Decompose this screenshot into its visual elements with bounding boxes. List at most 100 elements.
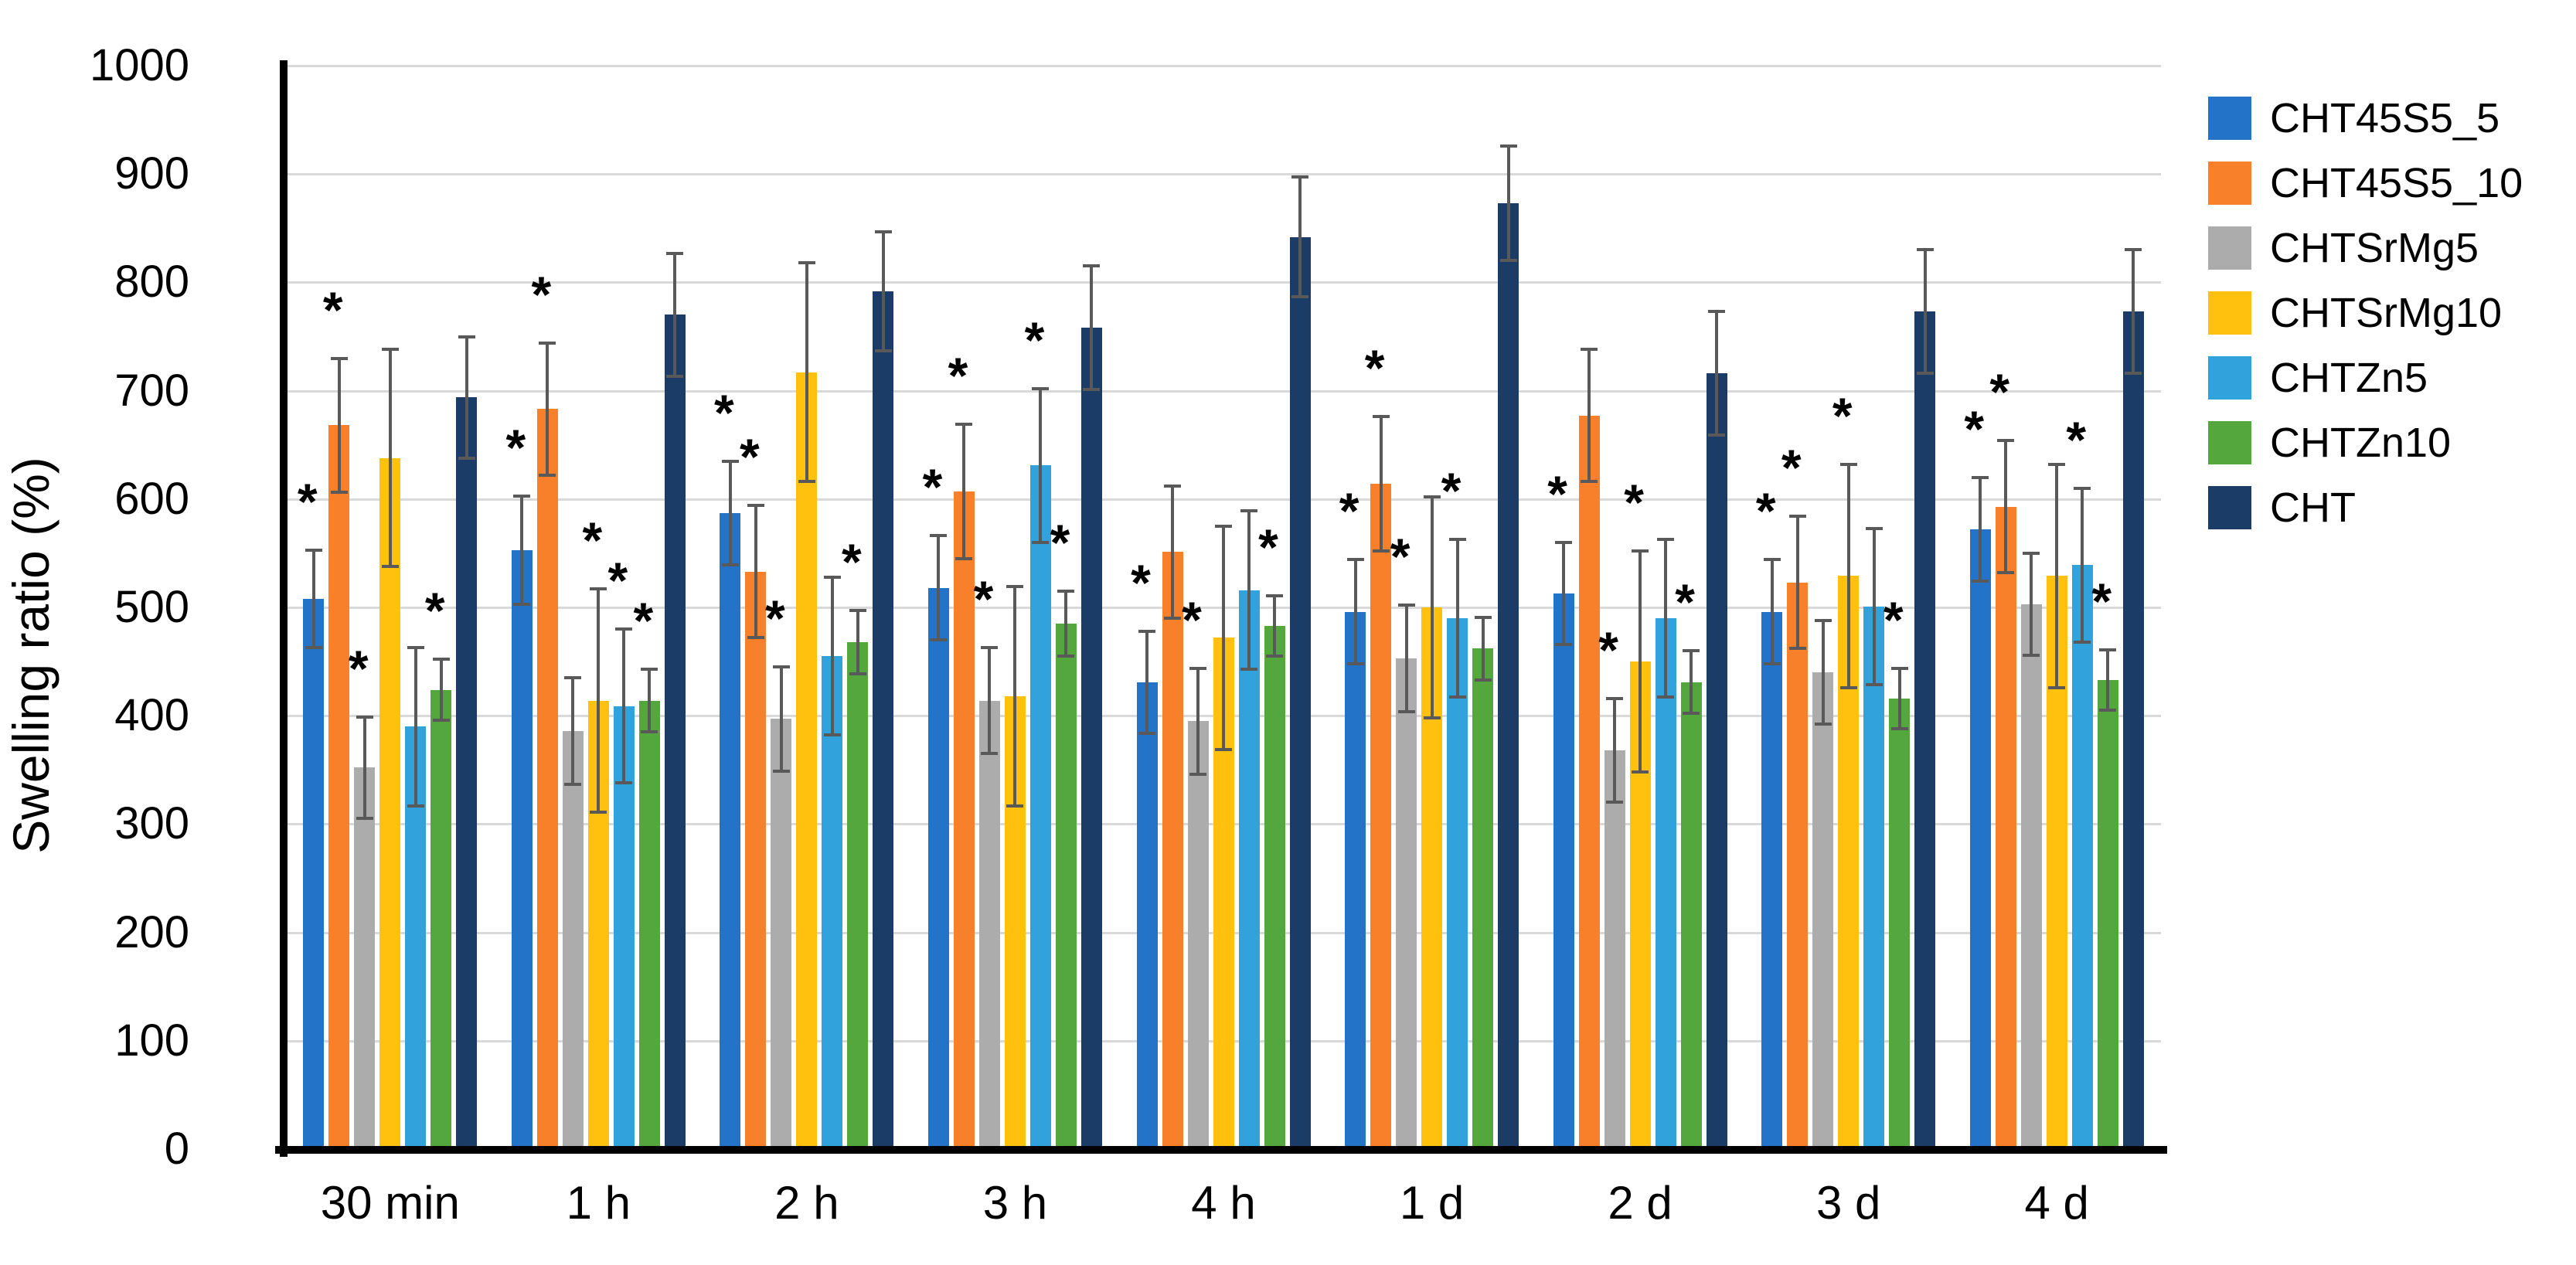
gridline-600 [286, 498, 2161, 501]
error-cap-bottom [1814, 723, 1832, 726]
bar-CHTZn5-4h [1238, 590, 1260, 1149]
error-cap-bottom [1916, 372, 1934, 376]
error-bar-CHTSrMg10-2d [1638, 551, 1642, 773]
error-bar-CHT45S5_5-30min [311, 549, 315, 648]
error-cap-top [1266, 593, 1283, 597]
gridline-900 [286, 173, 2161, 176]
legend-label-CHTSrMg10: CHTSrMg10 [2270, 290, 2503, 336]
error-bar-CHTSrMg10-4d [2055, 464, 2059, 688]
error-bar-CHT-2d [1715, 311, 1719, 436]
y-tick-label-700: 700 [114, 365, 189, 416]
x-category-label-1h: 1 h [566, 1177, 631, 1229]
error-cap-top [1997, 439, 2015, 443]
error-bar-CHTSrMg5-1d [1404, 605, 1408, 712]
error-cap-top [1865, 526, 1883, 530]
error-cap-top [1346, 558, 1364, 562]
error-bar-CHTZn5-4d [2081, 488, 2084, 642]
error-cap-top [1763, 558, 1781, 562]
bar-CHTZn5-3h [1029, 465, 1051, 1149]
error-cap-bottom [2048, 685, 2066, 689]
significance-star-CHT45S5_5-2d: * [1547, 464, 1567, 522]
bar-CHT45S5_10-3h [953, 491, 975, 1149]
error-cap-top [407, 645, 424, 649]
error-cap-bottom [849, 672, 866, 675]
error-cap-bottom [458, 456, 475, 460]
error-bar-CHT45S5_5-3d [1770, 559, 1774, 664]
error-cap-top [1397, 604, 1415, 607]
error-cap-bottom [1448, 695, 1466, 699]
error-bar-CHTZn10-4d [2106, 649, 2110, 711]
legend-label-CHTZn5: CHTZn5 [2270, 355, 2428, 401]
bar-CHT45S5_5-1d [1345, 611, 1366, 1149]
error-bar-CHTZn5-4h [1247, 511, 1251, 669]
error-bar-CHT45S5_10-4d [2004, 440, 2008, 573]
error-bar-CHTZn5-3d [1872, 528, 1876, 685]
error-cap-bottom [721, 563, 739, 567]
error-cap-bottom [1266, 655, 1283, 658]
error-cap-top [564, 676, 582, 680]
bar-CHTZn10-2d [1680, 682, 1702, 1149]
bar-CHTZn10-30min [430, 689, 452, 1149]
error-cap-bottom [1006, 804, 1024, 808]
error-cap-bottom [615, 781, 633, 785]
significance-star-CHTZn5-4d: * [2066, 410, 2087, 468]
error-cap-bottom [823, 733, 841, 737]
bar-CHT-2h [873, 291, 894, 1149]
error-cap-top [1814, 618, 1832, 622]
error-cap-top [1189, 666, 1206, 670]
error-bar-CHTSrMg10-2h [805, 263, 808, 482]
bar-CHT45S5_5-2h [720, 513, 741, 1149]
legend-label-CHT: CHT [2270, 485, 2356, 531]
error-bar-CHT-3h [1090, 266, 1094, 390]
error-cap-top [1708, 310, 1726, 314]
y-tick-label-1000: 1000 [89, 40, 189, 90]
error-bar-CHT45S5_10-1d [1379, 417, 1383, 552]
legend-swatch-CHTSrMg5 [2208, 226, 2251, 270]
bar-CHT45S5_10-3d [1787, 582, 1809, 1149]
error-cap-top [849, 609, 866, 613]
error-cap-bottom [1683, 712, 1700, 716]
error-bar-CHTZn10-30min [439, 659, 443, 720]
error-cap-top [1032, 386, 1050, 390]
error-bar-CHTZn5-30min [413, 647, 417, 806]
error-cap-bottom [539, 473, 556, 477]
error-cap-bottom [1657, 695, 1675, 699]
error-cap-top [666, 251, 684, 255]
bar-CHTZn10-1d [1472, 648, 1494, 1149]
x-category-label-1d: 1 d [1399, 1177, 1465, 1229]
error-cap-top [1474, 615, 1492, 619]
error-cap-bottom [1708, 434, 1726, 437]
bar-CHTSrMg5-2h [771, 719, 792, 1149]
error-bar-CHT-3d [1923, 250, 1927, 374]
bar-CHTSrMg5-1d [1396, 658, 1417, 1149]
bar-CHTZn5-2h [822, 656, 843, 1149]
significance-star-CHTZn10-30min: * [424, 582, 445, 640]
significance-star-CHT45S5_10-3d: * [1781, 439, 1802, 497]
bar-CHT-4h [1289, 236, 1311, 1149]
significance-star-CHTZn10-4h: * [1258, 518, 1278, 576]
legend-label-CHTSrMg5: CHTSrMg5 [2270, 225, 2479, 271]
error-cap-bottom [381, 564, 399, 568]
bar-CHT45S5_5-1h [511, 549, 533, 1149]
error-cap-bottom [2125, 372, 2142, 376]
error-bar-CHT-1d [1506, 145, 1510, 261]
error-cap-bottom [641, 730, 658, 734]
error-cap-top [590, 587, 607, 591]
error-cap-bottom [407, 804, 424, 808]
error-cap-bottom [1215, 747, 1232, 751]
bar-CHTSrMg5-30min [354, 767, 376, 1149]
bar-CHTSrMg5-2d [1604, 750, 1625, 1149]
error-cap-top [1083, 264, 1101, 268]
bar-CHTSrMg10-2h [796, 372, 818, 1149]
error-cap-top [981, 645, 999, 649]
error-cap-bottom [564, 782, 582, 786]
error-cap-top [798, 261, 815, 265]
error-bar-CHT45S5_10-3d [1795, 516, 1799, 649]
bar-CHT45S5_10-1h [536, 409, 558, 1149]
bar-CHT-1d [1498, 203, 1519, 1149]
legend-item-CHT: CHT [2208, 485, 2533, 531]
gridline-1000 [286, 65, 2161, 67]
bar-CHT-4d [2122, 311, 2144, 1149]
error-bar-CHTSrMg10-30min [388, 349, 392, 566]
